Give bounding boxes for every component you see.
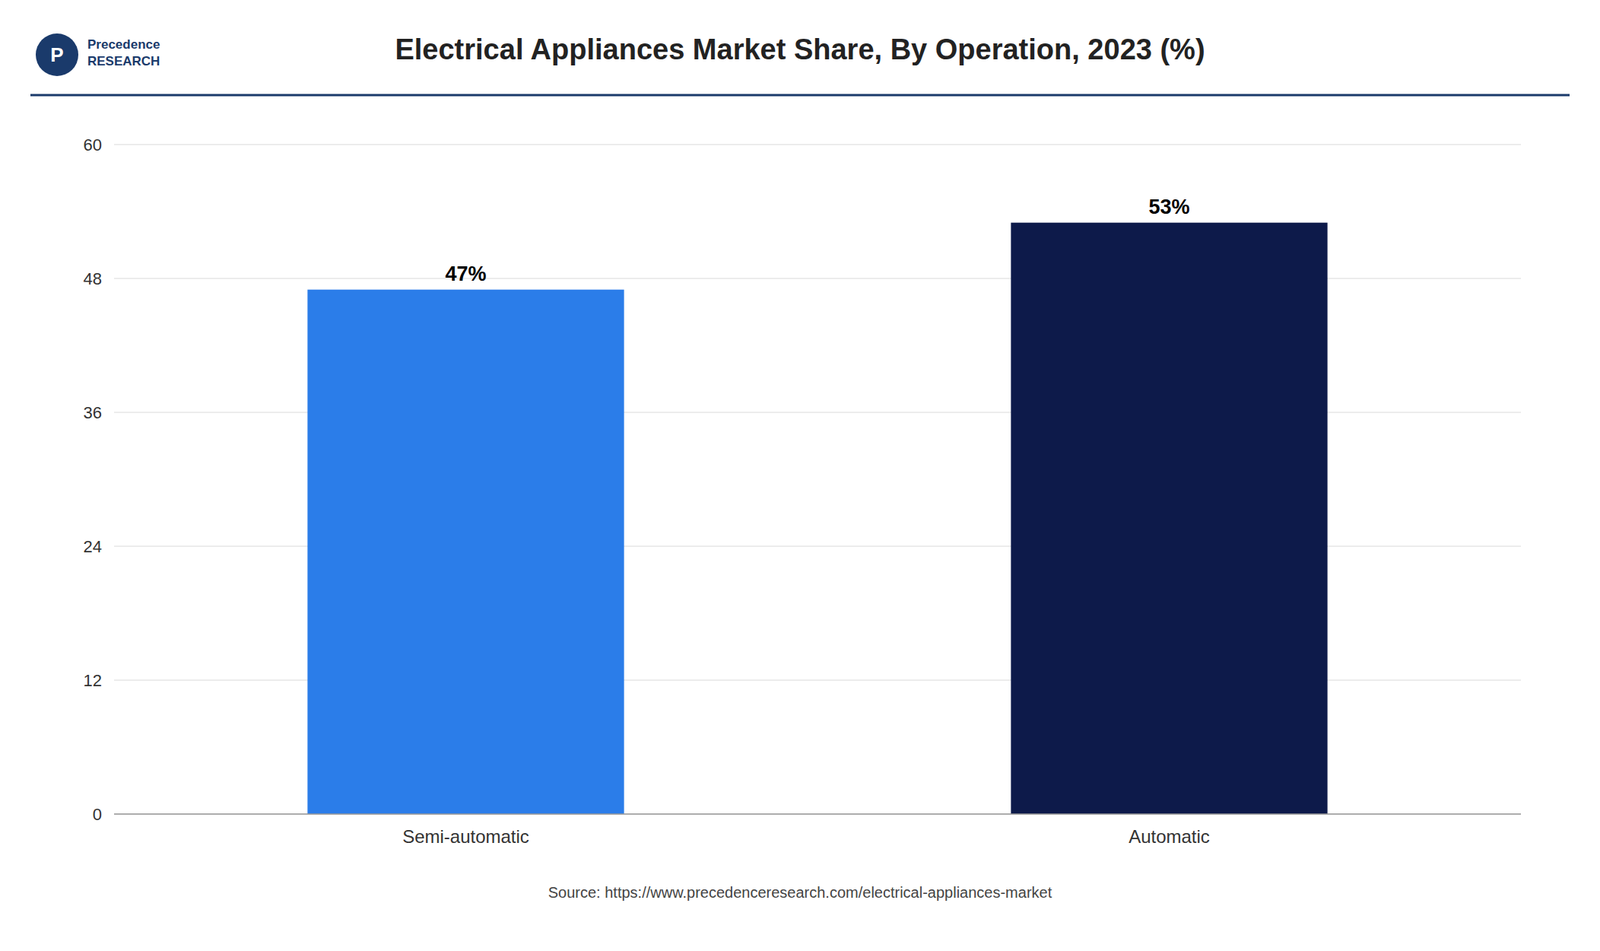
y-axis: 0 12 24 36 48 60 [83, 135, 102, 824]
data-label: 53% [1148, 195, 1190, 219]
y-tick-label: 24 [83, 536, 102, 556]
source-text: Source: https://www.precedenceresearch.c… [548, 883, 1053, 901]
header-rule [30, 94, 1570, 97]
grid-line [114, 813, 1521, 815]
bar [307, 289, 624, 814]
x-tick-label: Automatic [1128, 825, 1210, 847]
y-tick-label: 12 [83, 670, 102, 690]
title: Electrical Appliances Market Share, By O… [394, 33, 1205, 66]
y-tick-label: 0 [92, 804, 102, 824]
bar [1010, 222, 1327, 814]
y-tick-label: 48 [83, 269, 102, 289]
grid-line [114, 144, 1521, 146]
bars [307, 222, 1327, 814]
grid [114, 144, 1521, 814]
x-axis-line [114, 812, 1521, 815]
data-labels: 47% 53% [444, 195, 1190, 286]
logo-text: PrecedenceRESEARCH [87, 37, 160, 69]
chart-container: Electrical Appliances Market Share, By O… [0, 0, 1600, 951]
y-tick-label: 36 [83, 403, 102, 423]
y-tick-label: 60 [83, 135, 102, 155]
logo-circle [35, 33, 79, 77]
logo-letter: P [50, 43, 64, 67]
logo-text-line: RESEARCH [87, 53, 160, 69]
chart-svg: Electrical Appliances Market Share, By O… [0, 0, 1600, 951]
logo-text-line: Precedence [87, 37, 160, 52]
data-label: 47% [444, 262, 486, 286]
background [0, 0, 1600, 951]
x-tick-label: Semi-automatic [402, 825, 530, 847]
x-axis: Semi-automatic Automatic [114, 813, 1521, 847]
